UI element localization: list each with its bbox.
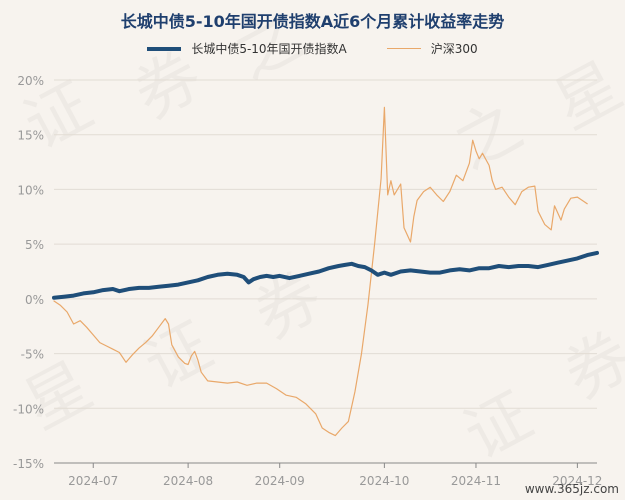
x-tick-label: 2024-12: [552, 474, 602, 488]
y-tick-label: 5%: [25, 238, 44, 252]
watermark-glyph: 券: [553, 319, 625, 414]
y-tick-label: -5%: [21, 348, 44, 362]
legend-label-fund: 长城中债5-10年国开债指数A: [191, 42, 347, 56]
series-line-index: [53, 106, 588, 437]
y-tick-label: -10%: [13, 402, 44, 416]
legend-swatch-index: [386, 48, 421, 49]
chart-title: 长城中债5-10年国开债指数A近6个月累计收益率走势: [120, 12, 505, 31]
x-axis: 2024-07 2024-08 2024-09 2024-10 2024-11 2024-…: [54, 462, 602, 488]
site-watermark: www.365jz.com: [524, 482, 619, 496]
legend-swatch-fund: [147, 46, 182, 51]
x-tick-label: 2024-11: [451, 474, 501, 488]
gridlines: [54, 79, 597, 409]
legend-item-index[interactable]: 沪深300: [386, 40, 478, 57]
y-tick-label: 10%: [17, 183, 44, 197]
x-tick-label: 2024-09: [255, 474, 305, 488]
watermark-glyph: 券: [123, 39, 214, 134]
watermark-glyph: 之: [443, 89, 534, 184]
y-tick-label: 15%: [17, 129, 44, 143]
series-layer: [52, 106, 599, 437]
series-line-fund: [52, 250, 599, 300]
y-tick-label: 0%: [25, 293, 44, 307]
legend-label-index: 沪深300: [430, 42, 478, 56]
y-tick-label: 20%: [17, 74, 44, 88]
watermark-glyph: 星: [543, 49, 625, 144]
watermark-layer: 证券之星 证券之 星证券: [13, 0, 625, 474]
legend: 长城中债5-10年国开债指数A 沪深300: [0, 40, 625, 57]
y-tick-label: -15%: [13, 457, 44, 471]
x-tick-label: 2024-08: [163, 474, 213, 488]
watermark-glyph: 星: [13, 349, 104, 444]
y-axis: 20% 15% 10% 5% 0% -5% -10% -15%: [13, 74, 44, 471]
x-tick-label: 2024-07: [68, 474, 118, 488]
legend-item-fund[interactable]: 长城中债5-10年国开债指数A: [147, 40, 347, 57]
watermark-glyph: 证: [453, 379, 544, 474]
x-tick-label: 2024-10: [359, 474, 409, 488]
